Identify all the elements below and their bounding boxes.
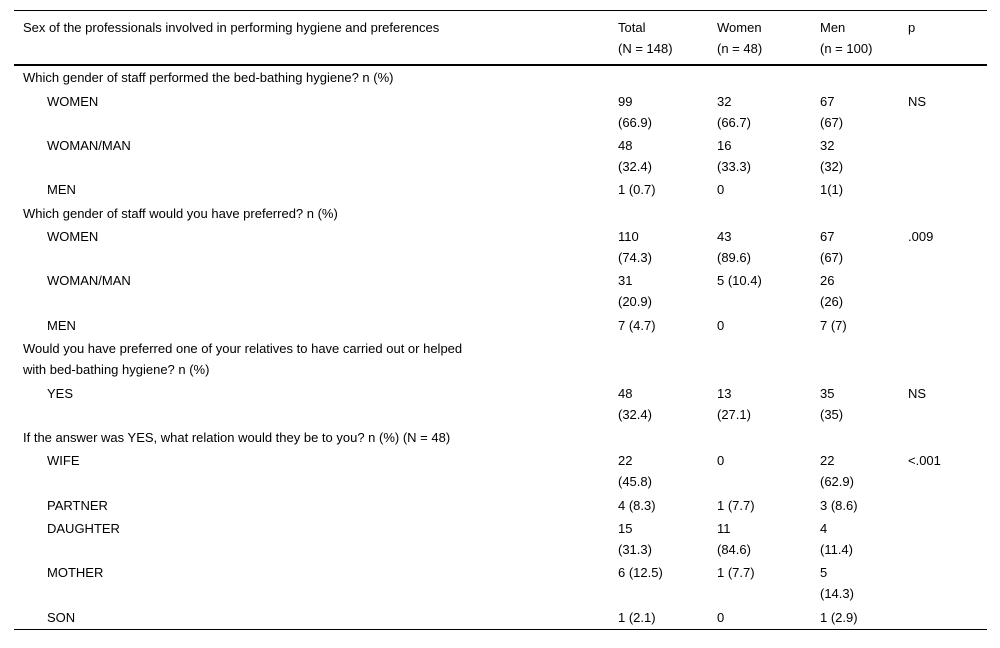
cell-p: [908, 517, 987, 561]
cell-total: 48 (32.4): [618, 137, 652, 174]
cell-p: [908, 269, 987, 313]
table-row-performed-men: MEN 1 (0.7) 0 1(1): [14, 178, 987, 201]
cell-total: 15 (31.3): [618, 521, 652, 558]
results-table: Sex of the professionals involved in per…: [14, 11, 987, 629]
row-label: YES: [47, 385, 74, 401]
cell-p: NS: [908, 385, 927, 401]
cell-total: 99 (66.9): [618, 93, 652, 130]
row-label: WOMAN/MAN: [47, 137, 131, 153]
section-row-performed: Which gender of staff performed the bed-…: [14, 65, 987, 89]
cell-p: [908, 134, 987, 178]
cell-p: <.001: [908, 453, 941, 469]
table-body: Which gender of staff performed the bed-…: [14, 65, 987, 629]
cell-women: 0: [717, 182, 725, 198]
row-label: MOTHER: [47, 565, 104, 581]
row-label: MEN: [47, 317, 76, 333]
cell-p: [908, 494, 987, 517]
cell-women: 0: [717, 453, 725, 469]
row-label: WIFE: [47, 453, 80, 469]
cell-total: 6 (12.5): [618, 565, 663, 581]
cell-men: 1(1): [820, 182, 844, 198]
col-header-description: Sex of the professionals involved in per…: [23, 20, 440, 35]
cell-men: 35 (35): [820, 385, 844, 422]
cell-men: 32 (32): [820, 137, 844, 174]
col-header-total: Total (N = 148): [618, 20, 673, 56]
row-label: DAUGHTER: [47, 521, 120, 537]
cell-men: 5 (14.3): [820, 565, 854, 602]
cell-total: 4 (8.3): [618, 497, 656, 513]
col-header-men: Men (n = 100): [820, 20, 873, 56]
table-row-relation-son: SON 1 (2.1) 0 1 (2.9): [14, 606, 987, 629]
cell-women: 16 (33.3): [717, 137, 751, 174]
table-row-preferred-women: WOMEN 110 (74.3) 43 (89.6) 67 (67) .009: [14, 225, 987, 269]
row-label: WOMAN/MAN: [47, 273, 131, 289]
header-row: Sex of the professionals involved in per…: [14, 11, 987, 65]
col-header-p: p: [908, 20, 916, 35]
row-label: WOMEN: [47, 93, 99, 109]
section-row-relatives: Would you have preferred one of your rel…: [14, 337, 987, 381]
cell-p: .009: [908, 229, 934, 245]
cell-women: 43 (89.6): [717, 229, 751, 266]
table-row-relatives-yes: YES 48 (32.4) 13 (27.1) 35 (35) NS: [14, 381, 987, 425]
cell-men: 4 (11.4): [820, 521, 853, 558]
section-label: Which gender of staff would you have pre…: [23, 205, 338, 221]
cell-total: 1 (2.1): [618, 609, 656, 625]
cell-p: [908, 314, 987, 337]
cell-women: 1 (7.7): [717, 497, 755, 513]
cell-women: 5 (10.4): [717, 273, 762, 289]
cell-total: 22 (45.8): [618, 453, 652, 490]
cell-men: 26 (26): [820, 273, 844, 310]
cell-p: NS: [908, 93, 927, 109]
table-row-relation-wife: WIFE 22 (45.8) 0 22 (62.9) <.001: [14, 449, 987, 493]
section-row-relation: If the answer was YES, what relation wou…: [14, 426, 987, 449]
table-row-relation-mother: MOTHER 6 (12.5) 1 (7.7) 5 (14.3): [14, 561, 987, 605]
table-row-relation-partner: PARTNER 4 (8.3) 1 (7.7) 3 (8.6): [14, 494, 987, 517]
section-label: If the answer was YES, what relation wou…: [23, 429, 451, 445]
cell-p: [908, 606, 987, 629]
cell-total: 31 (20.9): [618, 273, 652, 310]
cell-men: 22 (62.9): [820, 453, 854, 490]
cell-total: 110 (74.3): [618, 229, 652, 266]
section-label: Which gender of staff performed the bed-…: [23, 70, 394, 86]
cell-women: 0: [717, 609, 725, 625]
cell-women: 13 (27.1): [717, 385, 751, 422]
row-label: WOMEN: [47, 229, 99, 245]
cell-men: 1 (2.9): [820, 609, 858, 625]
table-row-relation-daughter: DAUGHTER 15 (31.3) 11 (84.6) 4 (11.4): [14, 517, 987, 561]
section-row-preferred: Which gender of staff would you have pre…: [14, 202, 987, 225]
table-row-preferred-womanman: WOMAN/MAN 31 (20.9) 5 (10.4) 26 (26): [14, 269, 987, 313]
table-row-preferred-men: MEN 7 (4.7) 0 7 (7): [14, 314, 987, 337]
table-head: Sex of the professionals involved in per…: [14, 11, 987, 65]
cell-women: 1 (7.7): [717, 565, 755, 581]
row-label: SON: [47, 609, 76, 625]
row-label: PARTNER: [47, 497, 108, 513]
cell-total: 48 (32.4): [618, 385, 652, 422]
cell-women: 32 (66.7): [717, 93, 751, 130]
col-header-women: Women (n = 48): [717, 20, 763, 56]
cell-total: 1 (0.7): [618, 182, 656, 198]
cell-men: 7 (7): [820, 317, 847, 333]
cell-women: 0: [717, 317, 725, 333]
row-label: MEN: [47, 182, 76, 198]
cell-total: 7 (4.7): [618, 317, 656, 333]
cell-p: [908, 561, 987, 605]
section-label: Would you have preferred one of your rel…: [23, 341, 463, 378]
cell-men: 3 (8.6): [820, 497, 858, 513]
cell-men: 67 (67): [820, 93, 844, 130]
results-table-container: Sex of the professionals involved in per…: [14, 10, 987, 630]
table-row-performed-women: WOMEN 99 (66.9) 32 (66.7) 67 (67) NS: [14, 89, 987, 133]
cell-p: [908, 178, 987, 201]
cell-men: 67 (67): [820, 229, 844, 266]
cell-women: 11 (84.6): [717, 521, 751, 558]
table-row-performed-womanman: WOMAN/MAN 48 (32.4) 16 (33.3) 32 (32): [14, 134, 987, 178]
